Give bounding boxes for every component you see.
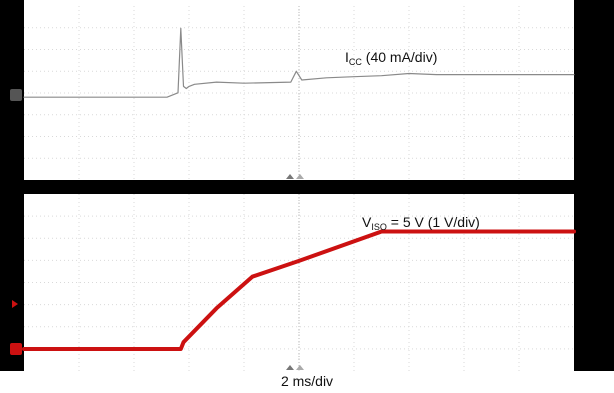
icc-label-rest: (40 mA/div) bbox=[362, 49, 437, 65]
icc-trace bbox=[23, 27, 575, 98]
x-axis-label: 2 ms/div bbox=[280, 373, 334, 389]
icc-label: ICC (40 mA/div) bbox=[345, 49, 437, 67]
trigger-marker bbox=[296, 365, 304, 370]
trigger-marker bbox=[286, 365, 294, 370]
screen-divider bbox=[24, 180, 574, 194]
top-panel bbox=[23, 6, 575, 180]
channel-marker-icon bbox=[10, 343, 22, 355]
channel-marker-icon bbox=[10, 89, 22, 101]
trigger-marker bbox=[286, 174, 294, 179]
trigger-marker bbox=[296, 174, 304, 179]
icc-label-sub: CC bbox=[349, 57, 362, 67]
viso-label-rest: = 5 V (1 V/div) bbox=[387, 214, 480, 230]
viso-label: VISO = 5 V (1 V/div) bbox=[362, 214, 480, 232]
icc-label-main: I bbox=[345, 49, 349, 65]
viso-label-main: V bbox=[362, 214, 372, 230]
bottom-panel bbox=[22, 194, 576, 371]
screen-frame-left bbox=[0, 0, 24, 371]
viso-trace bbox=[22, 229, 576, 351]
viso-label-sub: ISO bbox=[371, 222, 387, 232]
screen-frame-right bbox=[574, 0, 614, 371]
trigger-level-icon bbox=[12, 300, 18, 308]
